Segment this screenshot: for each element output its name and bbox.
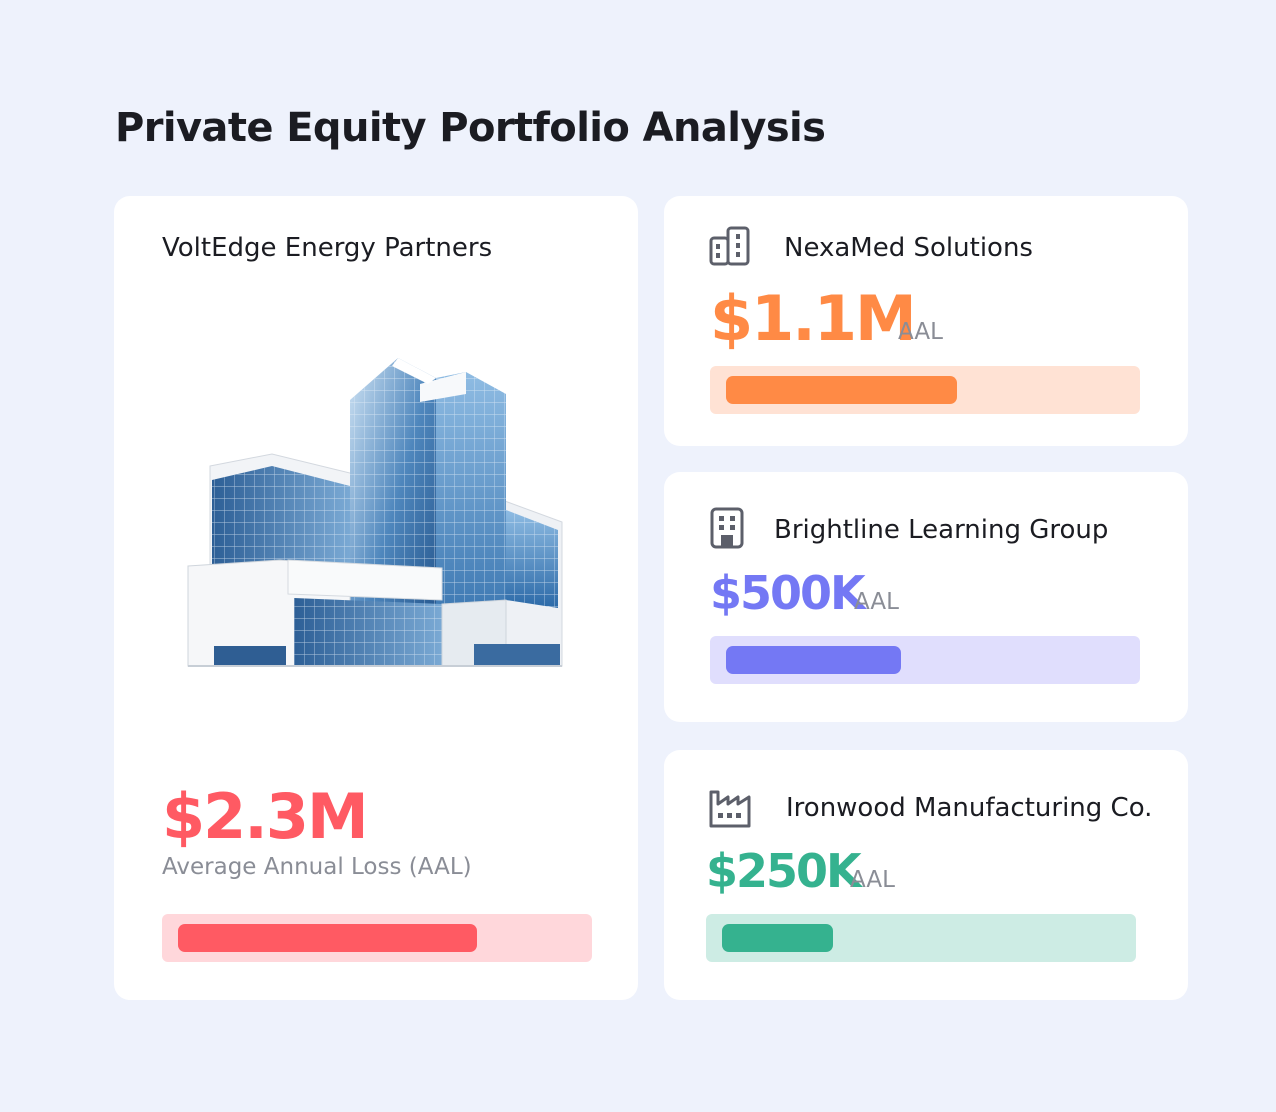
aal-value: $250K (706, 844, 862, 898)
company-name: NexaMed Solutions (784, 233, 1033, 263)
featured-company-card[interactable]: VoltEdge Energy Partners (114, 196, 638, 1000)
aal-bar-track (710, 366, 1140, 414)
company-card[interactable]: Ironwood Manufacturing Co. $250K AAL (664, 750, 1188, 1000)
company-name: VoltEdge Energy Partners (162, 233, 493, 263)
factory-icon (709, 790, 751, 828)
aal-value: $1.1M (710, 282, 917, 355)
aal-bar-track (162, 914, 592, 962)
aal-label: Average Annual Loss (AAL) (162, 854, 472, 880)
aal-value: $2.3M (162, 780, 369, 853)
page-title: Private Equity Portfolio Analysis (115, 105, 826, 151)
office-building-image (187, 358, 563, 667)
buildings-icon (709, 226, 750, 266)
aal-bar-fill (722, 924, 833, 952)
aal-bar-fill (178, 924, 477, 952)
company-card[interactable]: Brightline Learning Group $500K AAL (664, 472, 1188, 722)
aal-bar-fill (726, 646, 901, 674)
company-name: Brightline Learning Group (774, 515, 1109, 545)
aal-unit: AAL (850, 867, 895, 893)
aal-unit: AAL (898, 319, 943, 345)
company-name: Ironwood Manufacturing Co. (786, 793, 1153, 823)
aal-bar-fill (726, 376, 957, 404)
aal-value: $500K (710, 566, 866, 620)
aal-unit: AAL (854, 589, 899, 615)
office-building-icon (710, 507, 744, 549)
aal-bar-track (706, 914, 1136, 962)
company-card[interactable]: NexaMed Solutions $1.1M AAL (664, 196, 1188, 446)
aal-bar-track (710, 636, 1140, 684)
